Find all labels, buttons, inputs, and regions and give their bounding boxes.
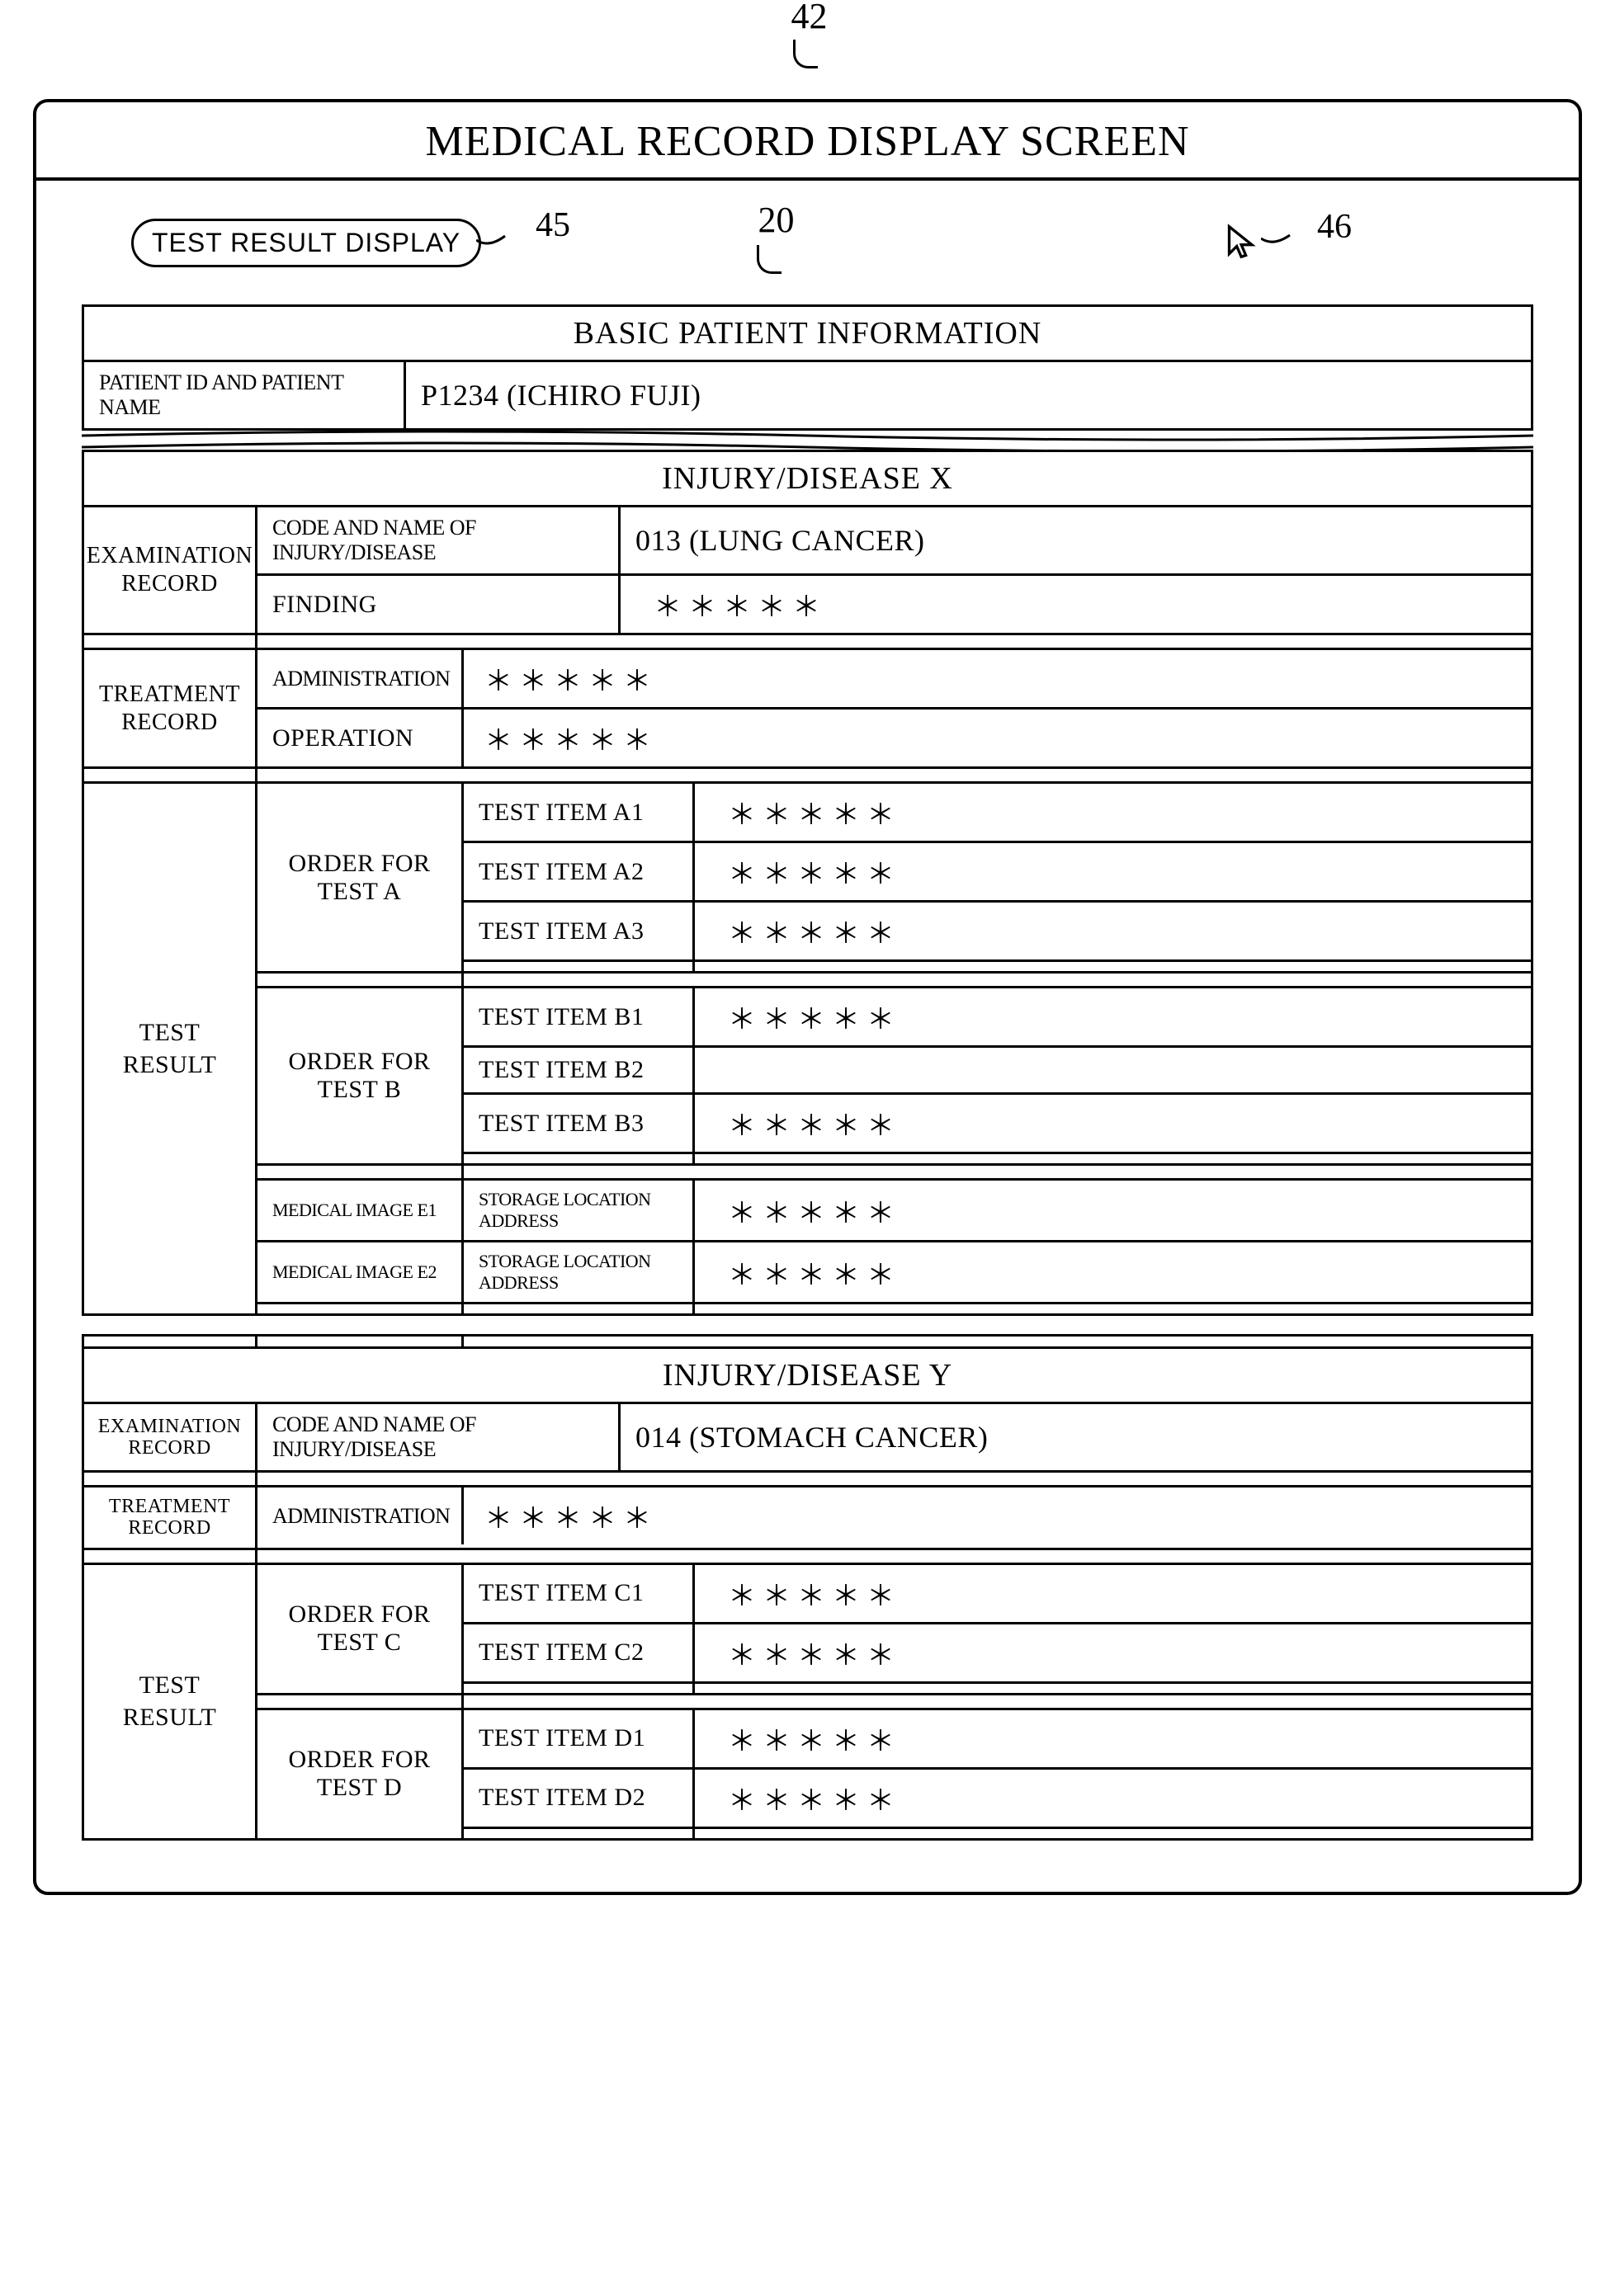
gap-row: [84, 1334, 1531, 1349]
test-item-b1-value: ＊＊＊＊＊: [695, 988, 1531, 1045]
test-result-text1: TEST: [139, 1016, 201, 1049]
test-item-a2-label: TEST ITEM A2: [464, 843, 695, 900]
administration-label-y: ADMINISTRATION: [257, 1487, 464, 1544]
test-result-label-y: TEST RESULT: [84, 1565, 257, 1838]
administration-value-y: ＊＊＊＊＊: [464, 1487, 1531, 1544]
medical-record-screen: MEDICAL RECORD DISPLAY SCREEN TEST RESUL…: [33, 99, 1582, 1895]
gap-row: [257, 1693, 1531, 1708]
test-item-b2-value: [695, 1048, 1531, 1092]
examination-record-text-y: EXAMINATION RECORD: [98, 1416, 241, 1459]
spacer: [695, 1154, 1531, 1163]
code-name-value-y: 014 (STOMACH CANCER): [621, 1404, 1531, 1470]
test-result-text2-y: RESULT: [123, 1701, 217, 1733]
callout-button: 45: [536, 205, 570, 245]
operation-value-x: ＊＊＊＊＊: [464, 710, 1531, 766]
examination-record-label-y: EXAMINATION RECORD: [84, 1404, 257, 1470]
medical-image-e2-value: ＊＊＊＊＊: [695, 1242, 1531, 1302]
callout-basic-info: 20: [758, 199, 795, 241]
gap-row: [84, 633, 1531, 648]
gap-row: [84, 1548, 1531, 1563]
test-item-a1-value: ＊＊＊＊＊: [695, 784, 1531, 841]
code-name-label-y: CODE AND NAME OF INJURY/DISEASE: [257, 1404, 621, 1470]
spacer: [464, 1304, 695, 1313]
test-item-c1-label: TEST ITEM C1: [464, 1565, 695, 1622]
medical-image-e1-label: MEDICAL IMAGE E1: [257, 1181, 464, 1240]
administration-label: ADMINISTRATION: [257, 650, 464, 707]
operation-label: OPERATION: [257, 710, 464, 766]
gap-row: [257, 1163, 1531, 1178]
code-name-value-x: 013 (LUNG CANCER): [621, 507, 1531, 573]
toolbar: TEST RESULT DISPLAY 45 20 46: [82, 205, 1533, 280]
callout-cursor: 46: [1317, 207, 1352, 247]
medical-image-e1-value: ＊＊＊＊＊: [695, 1181, 1531, 1240]
order-for-test-c: ORDER FOR TEST C: [257, 1565, 464, 1693]
treatment-record-text-y: TREATMENT RECORD: [99, 1496, 240, 1539]
callout-button-line: [476, 224, 534, 257]
treatment-record-label: TREATMENT RECORD: [84, 650, 257, 766]
test-item-b2-label: TEST ITEM B2: [464, 1048, 695, 1092]
patient-id-name-value: P1234 (ICHIRO FUJI): [406, 362, 1531, 428]
test-item-c2-value: ＊＊＊＊＊: [695, 1624, 1531, 1681]
test-item-b3-value: ＊＊＊＊＊: [695, 1095, 1531, 1152]
gap-row: [257, 971, 1531, 986]
test-item-c1-value: ＊＊＊＊＊: [695, 1565, 1531, 1622]
code-name-label: CODE AND NAME OF INJURY/DISEASE: [257, 507, 621, 573]
test-item-b1-label: TEST ITEM B1: [464, 988, 695, 1045]
storage-location-label-1: STORAGE LOCATION ADDRESS: [464, 1181, 695, 1240]
test-result-display-button[interactable]: TEST RESULT DISPLAY: [131, 219, 481, 267]
spacer: [257, 1304, 464, 1313]
injury-disease-y-title: INJURY/DISEASE Y: [84, 1349, 1531, 1402]
spacer: [464, 1154, 695, 1163]
callout-frame-line: [793, 40, 818, 68]
content-area: TEST RESULT DISPLAY 45 20 46 BASIC PATIE…: [36, 181, 1579, 1841]
callout-basic-info-line: [757, 245, 782, 274]
finding-value-x: ＊＊＊＊＊: [621, 576, 1531, 633]
test-item-a3-value: ＊＊＊＊＊: [695, 903, 1531, 959]
test-item-b3-label: TEST ITEM B3: [464, 1095, 695, 1152]
test-item-a1-label: TEST ITEM A1: [464, 784, 695, 841]
gap-row: [84, 766, 1531, 781]
order-for-test-a: ORDER FOR TEST A: [257, 784, 464, 971]
wavy-divider: [82, 431, 1533, 452]
spacer: [464, 1684, 695, 1693]
medical-image-e2-label: MEDICAL IMAGE E2: [257, 1242, 464, 1302]
test-item-d1-value: ＊＊＊＊＊: [695, 1710, 1531, 1767]
storage-location-label-2: STORAGE LOCATION ADDRESS: [464, 1242, 695, 1302]
test-item-a2-value: ＊＊＊＊＊: [695, 843, 1531, 900]
test-result-label: TEST RESULT: [84, 784, 257, 1313]
administration-value-x: ＊＊＊＊＊: [464, 650, 1531, 707]
spacer: [464, 962, 695, 971]
patient-id-name-label: PATIENT ID AND PATIENT NAME: [84, 362, 406, 428]
test-item-a3-label: TEST ITEM A3: [464, 903, 695, 959]
injury-disease-y-section: INJURY/DISEASE Y EXAMINATION RECORD CODE…: [82, 1334, 1533, 1841]
injury-disease-x-title: INJURY/DISEASE X: [84, 450, 1531, 505]
treatment-record-text: TREATMENT RECORD: [99, 681, 240, 736]
finding-label: FINDING: [257, 576, 621, 633]
test-item-d2-label: TEST ITEM D2: [464, 1770, 695, 1827]
examination-record-text: EXAMINATION RECORD: [87, 542, 253, 597]
spacer: [464, 1829, 695, 1838]
cursor-icon: [1225, 224, 1261, 264]
callout-cursor-line: [1261, 229, 1302, 253]
test-result-text1-y: TEST: [139, 1669, 201, 1701]
test-item-d1-label: TEST ITEM D1: [464, 1710, 695, 1767]
basic-patient-info-title: BASIC PATIENT INFORMATION: [84, 307, 1531, 360]
spacer: [695, 1684, 1531, 1693]
test-item-c2-label: TEST ITEM C2: [464, 1624, 695, 1681]
basic-patient-info-section: BASIC PATIENT INFORMATION PATIENT ID AND…: [82, 304, 1533, 431]
order-for-test-b: ORDER FOR TEST B: [257, 988, 464, 1163]
spacer: [695, 1304, 1531, 1313]
order-for-test-d: ORDER FOR TEST D: [257, 1710, 464, 1838]
treatment-record-label-y: TREATMENT RECORD: [84, 1487, 257, 1548]
spacer: [695, 1829, 1531, 1838]
screen-title: MEDICAL RECORD DISPLAY SCREEN: [36, 102, 1579, 181]
injury-disease-x-section: INJURY/DISEASE X EXAMINATION RECORD CODE…: [82, 450, 1533, 1316]
gap-row: [84, 1470, 1531, 1485]
test-result-text2: RESULT: [123, 1049, 217, 1081]
examination-record-label: EXAMINATION RECORD: [84, 507, 257, 633]
spacer: [695, 962, 1531, 971]
callout-frame: 42: [791, 0, 828, 37]
test-item-d2-value: ＊＊＊＊＊: [695, 1770, 1531, 1827]
